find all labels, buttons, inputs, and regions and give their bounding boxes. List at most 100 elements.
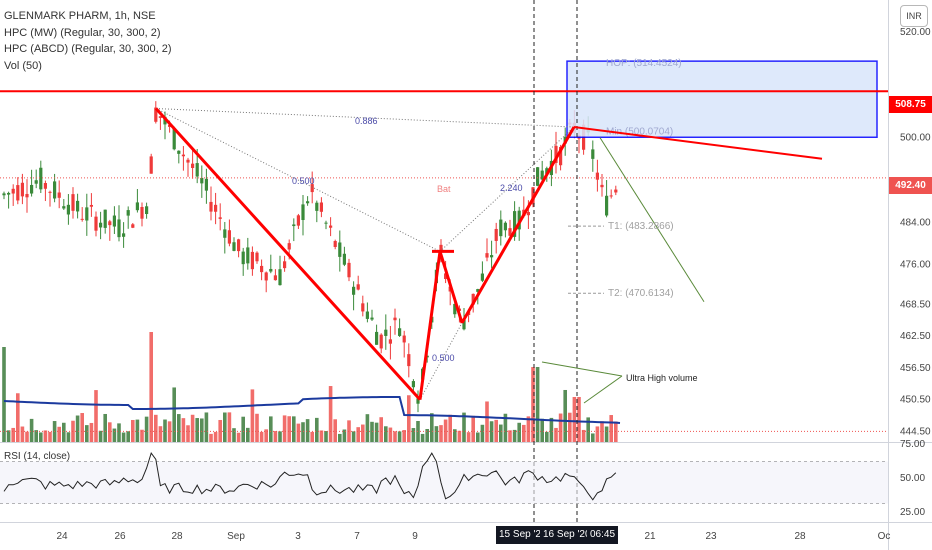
volume-bar xyxy=(338,433,342,442)
time-tag-15sep: 15 Sep '20 xyxy=(496,526,550,544)
volume-bar xyxy=(236,432,241,442)
candle-body xyxy=(103,209,107,228)
volume-bar xyxy=(531,367,535,442)
volume-bar xyxy=(319,430,324,442)
candle-body xyxy=(53,181,57,199)
resistance-price-tag: 508.75 xyxy=(889,96,932,113)
volume-bar xyxy=(351,431,356,442)
xb-connector xyxy=(155,108,441,252)
indicator-hpc-mw[interactable]: HPC (MW) (Regular, 30, 300, 2) xyxy=(4,26,161,39)
volume-bar xyxy=(439,425,443,442)
candle-body xyxy=(140,206,144,219)
volume-bar xyxy=(397,431,402,442)
y-tick-label: 450.50 xyxy=(900,395,931,406)
candle-body xyxy=(347,262,351,278)
volume-bar xyxy=(269,416,273,442)
currency-button[interactable]: INR xyxy=(900,5,928,27)
rsi-band-fill xyxy=(0,461,888,504)
volume-bar xyxy=(558,413,563,442)
volume-bar xyxy=(264,429,268,442)
candle-body xyxy=(264,272,268,281)
rsi-label[interactable]: RSI (14, close) xyxy=(4,451,71,462)
trend-line xyxy=(573,126,823,160)
prz-top-label: HOP: (514.4524) xyxy=(606,58,682,69)
y-tick-label: 484.00 xyxy=(900,217,931,228)
candle-body xyxy=(30,184,34,194)
volume-bar xyxy=(62,422,66,442)
indicator-vol[interactable]: Vol (50) xyxy=(4,59,42,72)
candle-body xyxy=(545,168,549,175)
volume-bar xyxy=(195,418,199,442)
x-tick-label: 3 xyxy=(295,531,301,542)
x-tick-label: 9 xyxy=(412,531,418,542)
candle-body xyxy=(476,289,480,292)
y-tick-label: 468.50 xyxy=(900,299,931,310)
volume-bar xyxy=(241,416,245,442)
fib-label: 0.500 xyxy=(292,176,315,186)
candle-body xyxy=(214,204,218,212)
volume-bar xyxy=(154,414,158,442)
volume-bar xyxy=(581,429,586,442)
candle-body xyxy=(453,303,457,315)
annotation-arrow-1 xyxy=(541,361,623,377)
candle-body xyxy=(108,221,112,226)
indicator-hpc-abcd[interactable]: HPC (ABCD) (Regular, 30, 300, 2) xyxy=(4,43,172,55)
volume-bar xyxy=(282,415,287,442)
volume-bar xyxy=(508,430,512,442)
volume-ma-line xyxy=(3,396,621,424)
volume-bar xyxy=(480,424,485,442)
candle-body xyxy=(540,170,544,180)
volume-bar xyxy=(328,386,333,442)
volume-bar xyxy=(443,419,448,442)
volume-bar xyxy=(20,426,25,442)
volume-bar xyxy=(94,390,98,442)
volume-bar xyxy=(517,422,521,442)
candle-body xyxy=(503,222,507,231)
candle-body xyxy=(131,224,135,228)
volume-bar xyxy=(572,397,577,442)
candle-body xyxy=(471,293,475,305)
candle-body xyxy=(614,189,618,193)
candle-body xyxy=(536,167,540,186)
volume-bar xyxy=(255,413,259,442)
volume-bar xyxy=(476,432,480,442)
candle-body xyxy=(388,339,392,344)
candle-body xyxy=(94,216,98,231)
volume-bar xyxy=(494,419,498,442)
volume-bar xyxy=(315,417,319,442)
volume-bar xyxy=(420,433,425,442)
y-tick-label: 500.00 xyxy=(900,133,931,144)
rsi-tick-label: 25.00 xyxy=(900,507,925,518)
volume-bar xyxy=(2,347,6,442)
candle-body xyxy=(172,127,176,150)
candle-body xyxy=(416,398,420,404)
legend: GLENMARK PHARM, 1h, NSE HPC (MW) (Regula… xyxy=(4,8,172,74)
candle-body xyxy=(20,182,24,197)
candle-body xyxy=(600,184,604,188)
bd-connector xyxy=(439,126,575,252)
volume-bar xyxy=(232,428,236,442)
prz-box xyxy=(566,60,878,139)
volume-bar xyxy=(163,419,167,442)
volume-bar xyxy=(126,431,130,442)
candle-body xyxy=(241,251,245,265)
volume-bar xyxy=(457,430,462,442)
candle-body xyxy=(513,211,517,237)
candle-body xyxy=(356,284,360,290)
volume-bar xyxy=(301,422,305,442)
candle-body xyxy=(361,303,365,312)
candle-body xyxy=(122,233,126,237)
volume-bar xyxy=(186,425,190,442)
volume-bar xyxy=(135,419,140,442)
volume-bar xyxy=(462,412,466,442)
volume-bar xyxy=(213,431,218,442)
volume-bar xyxy=(577,397,581,442)
candle-body xyxy=(319,202,323,212)
fib-label: 0.500 xyxy=(432,353,455,363)
candle-body xyxy=(135,202,139,211)
x-tick-label: 28 xyxy=(171,531,183,542)
volume-bar xyxy=(85,425,89,442)
candle-body xyxy=(287,243,291,250)
volume-bar xyxy=(181,418,186,442)
